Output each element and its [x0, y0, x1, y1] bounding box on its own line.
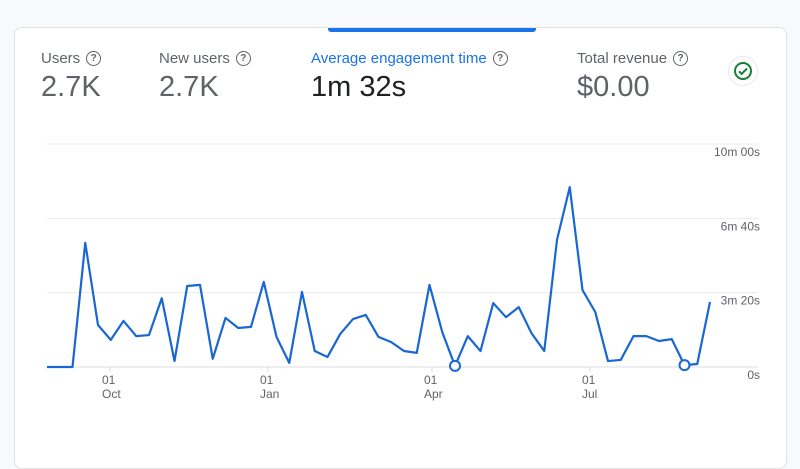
metric-label: Users?	[41, 50, 102, 67]
metric-label-text: New users	[159, 50, 230, 67]
help-icon[interactable]: ?	[673, 51, 689, 66]
x-tick-month: Apr	[424, 387, 443, 401]
help-icon[interactable]: ?	[86, 51, 102, 66]
x-tick-day: 01	[582, 373, 596, 387]
metric-label: Average engagement time?	[311, 50, 508, 67]
help-icon[interactable]: ?	[492, 51, 508, 66]
metric-tab-average-engagement-time[interactable]: Average engagement time? 1m 32s	[311, 50, 508, 104]
help-icon[interactable]: ?	[235, 51, 251, 66]
x-tick-month: Jul	[582, 387, 597, 401]
series-line	[47, 186, 712, 369]
metric-tab-new-users[interactable]: New users? 2.7K	[159, 50, 251, 104]
point-marker[interactable]	[678, 359, 691, 372]
point-marker[interactable]	[449, 359, 461, 372]
metric-label-text: Average engagement time	[311, 50, 487, 67]
y-tick-label: 3m 20s	[721, 294, 760, 308]
y-tick-label: 10m 00s	[714, 145, 760, 159]
metric-value: $0.00	[577, 71, 650, 103]
x-tick-day: 01	[102, 373, 116, 387]
metrics-card	[14, 27, 787, 469]
metric-label-text: Users	[41, 50, 81, 67]
y-tick-label: 6m 40s	[721, 219, 760, 233]
metric-value: 1m 32s	[311, 71, 407, 103]
x-tick-month: Jan	[260, 387, 279, 401]
metric-label-text: Total revenue	[577, 50, 668, 67]
metric-tab-users[interactable]: Users? 2.7K	[41, 50, 102, 104]
metric-value: 2.7K	[41, 71, 101, 103]
x-tick-day: 01	[260, 373, 274, 387]
metric-label: New users?	[159, 50, 251, 67]
x-tick-month: Oct	[102, 387, 121, 401]
active-tab-indicator	[328, 28, 536, 32]
metric-value: 2.7K	[159, 71, 219, 103]
metric-label: Total revenue?	[577, 50, 689, 67]
y-tick-label: 0s	[747, 368, 760, 382]
metric-tab-total-revenue[interactable]: Total revenue? $0.00	[577, 50, 689, 104]
x-tick-day: 01	[424, 373, 438, 387]
check-circle-icon[interactable]	[728, 56, 758, 86]
